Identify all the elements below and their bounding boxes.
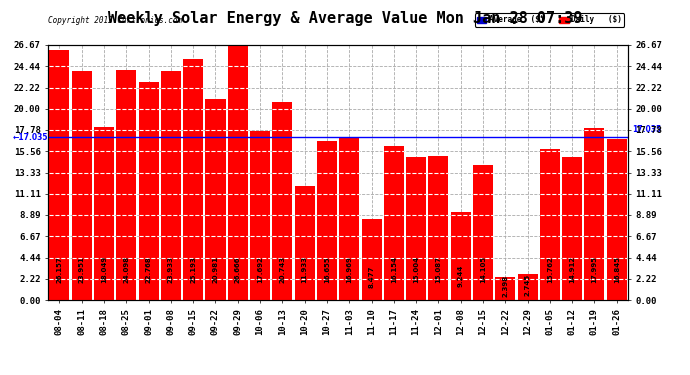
Bar [540,149,560,300]
Text: 24.098: 24.098 [124,256,129,283]
Legend: Average  ($), Daily   ($): Average ($), Daily ($) [475,13,624,27]
Text: Copyright 2013 Curtronics.com: Copyright 2013 Curtronics.com [48,16,182,25]
Bar [584,128,604,300]
Text: 15.004: 15.004 [413,256,419,283]
Bar [250,131,270,300]
Bar [518,274,538,300]
Bar [273,102,293,300]
Bar [562,158,582,300]
Text: 15.762: 15.762 [547,256,553,283]
Bar [317,141,337,300]
Bar [72,71,92,300]
Text: 26.157: 26.157 [57,256,63,283]
Text: 18.049: 18.049 [101,255,107,283]
Bar [139,82,159,300]
Bar [161,71,181,300]
Text: 9.244: 9.244 [457,264,464,287]
Text: 23.933: 23.933 [168,256,174,283]
Text: 16.655: 16.655 [324,256,330,283]
Text: 15.087: 15.087 [435,256,442,283]
Bar [50,50,70,300]
Text: 22.768: 22.768 [146,256,152,283]
Text: 17.692: 17.692 [257,256,263,283]
Text: ←17.035: ←17.035 [13,133,48,142]
Text: 16.154: 16.154 [391,256,397,283]
Bar [362,219,382,300]
Text: 26.666: 26.666 [235,256,241,283]
Bar [183,59,204,300]
Text: 2.398: 2.398 [502,274,509,297]
Text: 16.969: 16.969 [346,256,353,283]
Bar [228,45,248,300]
Text: 8.477: 8.477 [368,266,375,288]
Bar [428,156,448,300]
Text: 14.105: 14.105 [480,256,486,283]
Text: 23.951: 23.951 [79,256,85,283]
Bar [495,277,515,300]
Text: 20.981: 20.981 [213,256,219,283]
Text: 16.845: 16.845 [613,256,620,283]
Bar [406,156,426,300]
Text: 17.995: 17.995 [591,256,598,283]
Bar [451,211,471,300]
Text: 20.743: 20.743 [279,256,286,283]
Bar [384,146,404,300]
Text: 2.745: 2.745 [524,274,531,296]
Bar [94,128,114,300]
Text: 17.035: 17.035 [632,125,662,134]
Bar [339,138,359,300]
Bar [295,186,315,300]
Bar [206,99,226,300]
Bar [117,70,137,300]
Text: 14.912: 14.912 [569,256,575,283]
Bar [607,139,627,300]
Text: Weekly Solar Energy & Average Value Mon Jan 28 07:39: Weekly Solar Energy & Average Value Mon … [108,11,582,26]
Text: 11.933: 11.933 [302,256,308,283]
Bar [473,165,493,300]
Text: 25.193: 25.193 [190,256,196,283]
